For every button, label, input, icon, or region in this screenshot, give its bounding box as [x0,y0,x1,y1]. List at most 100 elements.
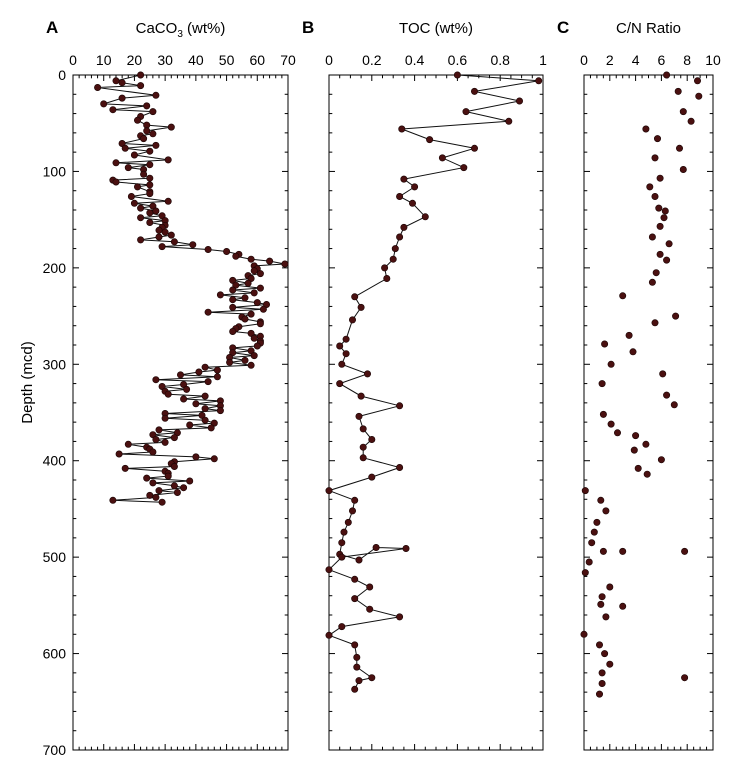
data-point [470,87,478,95]
data-point [613,429,621,437]
data-point [130,199,138,207]
data-point [213,366,221,374]
data-point [112,159,120,167]
data-point [421,213,429,221]
data-point [247,329,255,337]
x-tick-label: 30 [157,52,173,68]
data-point [100,100,108,108]
data-point [679,108,687,116]
data-point [389,255,397,263]
data-point [192,400,200,408]
panel-title: TOC (wt%) [399,20,473,37]
data-point [359,443,367,451]
data-point [180,484,188,492]
data-point [115,450,123,458]
data-point [266,257,274,265]
data-point [112,178,120,186]
panel-title: C/N Ratio [616,20,681,37]
data-point [607,420,615,428]
data-point [112,77,120,85]
data-point [207,424,215,432]
data-point [629,348,637,356]
data-point [396,193,404,201]
data-point [336,380,344,388]
data-point [597,496,605,504]
data-point [675,144,683,152]
data-point [201,363,209,371]
data-point [598,669,606,677]
data-point [602,613,610,621]
y-tick-label: 300 [43,356,67,372]
data-point [348,316,356,324]
data-point [143,121,151,129]
data-point [183,385,191,393]
data-point [590,528,598,536]
data-point [152,376,160,384]
y-tick-label: 0 [58,67,66,83]
data-point [127,193,135,201]
data-point [462,108,470,116]
data-point [325,566,333,574]
data-point [630,446,638,454]
data-point [661,207,669,215]
data-point [515,97,523,105]
x-tick-label: 0 [580,52,588,68]
data-point [143,102,151,110]
data-point [601,340,609,348]
data-point [598,679,606,687]
panel-c: C C/N Ratio 0 2 4 6 8 10 [557,18,721,751]
data-point [656,250,664,258]
data-point [597,600,605,608]
data-point [351,685,359,693]
data-point [619,547,627,555]
data-point [593,518,601,526]
data-point [186,421,194,429]
data-point [670,401,678,409]
data-point [338,623,346,631]
data-point [656,174,664,182]
data-point [359,454,367,462]
data-point [674,87,682,95]
data-point [247,310,255,318]
data-point [351,641,359,649]
data-point [663,391,671,399]
data-point [460,164,468,172]
data-point [426,136,434,144]
x-tick-label: 10 [96,52,112,68]
data-point [402,544,410,552]
data-point [342,350,350,358]
data-point [232,252,240,260]
data-point [161,438,169,446]
data-point [585,558,593,566]
data-point [130,151,138,159]
plot-frame [72,74,289,751]
x-tick-label: 2 [606,52,614,68]
data-point [170,238,178,246]
panel-letter: A [46,18,58,37]
data-point [244,279,252,287]
data-point [256,270,264,278]
data-point [158,498,166,506]
y-tick-label: 700 [43,742,67,758]
data-point [595,690,603,698]
data-point [338,539,346,547]
data-point [180,395,188,403]
data-point [167,231,175,239]
data-point [247,255,255,263]
data-point [247,361,255,369]
x-tick-label: 20 [127,52,143,68]
data-point [155,226,163,234]
data-point [411,183,419,191]
data-point [651,154,659,162]
data-point [338,360,346,368]
data-point [149,448,157,456]
data-point [598,593,606,601]
panel-title: CaCO3 (wt%) [136,20,226,40]
data-point [693,77,701,85]
data-point [140,135,148,143]
data-point [164,156,172,164]
data-point [118,79,126,87]
data-point [368,435,376,443]
x-tick-label: 60 [249,52,265,68]
x-tick-label: 0 [69,52,77,68]
